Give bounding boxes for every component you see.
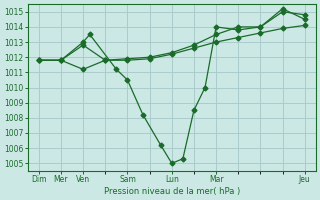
X-axis label: Pression niveau de la mer( hPa ): Pression niveau de la mer( hPa ) [104,187,240,196]
